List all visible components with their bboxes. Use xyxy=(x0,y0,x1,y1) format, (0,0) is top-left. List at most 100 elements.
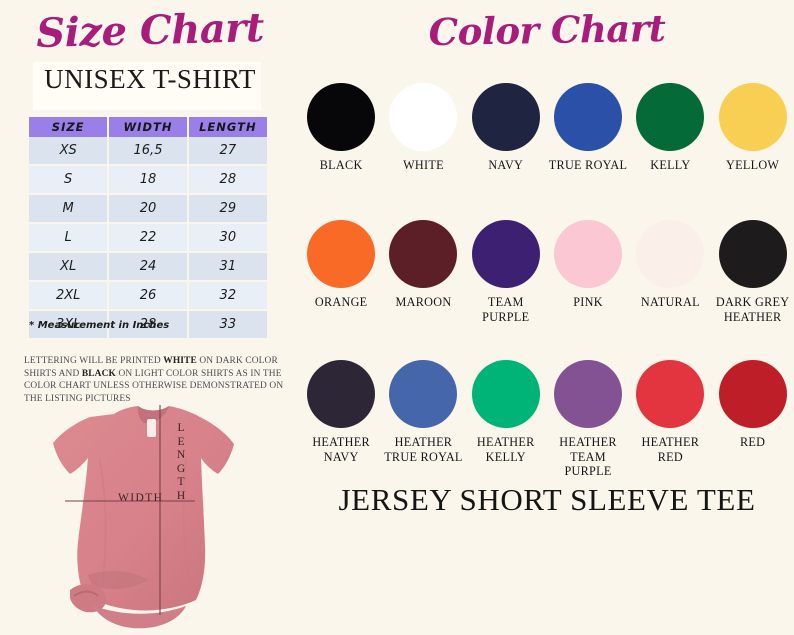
color-swatch-row-3: HEATHER NAVY HEATHER TRUE ROYAL HEATHER … xyxy=(300,360,794,479)
cell-length: 30 xyxy=(187,223,267,253)
cell-width: 22 xyxy=(108,223,189,253)
width-measure-label: WIDTH xyxy=(118,492,164,504)
swatch-label: MAROON xyxy=(395,295,452,309)
swatch-dot xyxy=(554,83,623,151)
swatch-dot xyxy=(636,83,705,151)
table-header-row: SIZE WIDTH LENGTH xyxy=(29,117,267,137)
column-header-length: LENGTH xyxy=(187,117,267,137)
swatch-label: NATURAL xyxy=(640,295,700,309)
cell-length: 31 xyxy=(187,252,267,282)
cell-size: XL xyxy=(29,252,110,282)
color-swatch-team-purple[interactable]: TEAM PURPLE xyxy=(465,220,547,324)
color-swatch-heather-true-royal[interactable]: HEATHER TRUE ROYAL xyxy=(382,360,464,479)
cell-size: 2XL xyxy=(29,281,110,311)
cell-length: 33 xyxy=(187,310,267,340)
swatch-label: TEAM PURPLE xyxy=(482,295,530,324)
swatch-dot xyxy=(636,360,705,428)
table-row: 3XL 28 33 xyxy=(29,310,267,340)
cell-length: 29 xyxy=(187,194,267,224)
cell-length: 27 xyxy=(187,137,267,166)
swatch-dot xyxy=(389,360,458,428)
cell-width: 20 xyxy=(108,194,189,224)
swatch-label: NAVY xyxy=(488,158,524,172)
cell-size: M xyxy=(29,194,110,224)
disclaimer-part-3: ON LIGHT COLOR SHIRTS AS IN THE COLOR CH… xyxy=(24,368,284,404)
swatch-label: HEATHER TEAM PURPLE xyxy=(559,435,617,478)
color-swatch-kelly[interactable]: KELLY xyxy=(629,83,711,173)
disclaimer-part-2: ON DARK COLOR SHIRTS AND xyxy=(24,356,278,379)
cell-length: 28 xyxy=(187,165,267,195)
size-chart-heading: Size Chart xyxy=(35,4,265,57)
swatch-label: PINK xyxy=(573,295,603,309)
color-swatch-pink[interactable]: PINK xyxy=(547,220,629,324)
color-swatch-white[interactable]: WHITE xyxy=(382,83,464,173)
cell-width: 18 xyxy=(108,165,189,195)
swatch-label: YELLOW xyxy=(726,158,780,172)
table-row: XS 16,5 27 xyxy=(29,137,267,166)
swatch-label: KELLY xyxy=(650,158,691,172)
color-swatch-yellow[interactable]: YELLOW xyxy=(711,83,793,173)
cell-size: XS xyxy=(29,137,110,166)
cell-width: 24 xyxy=(108,252,189,282)
color-swatch-maroon[interactable]: MAROON xyxy=(382,220,464,324)
color-swatch-orange[interactable]: ORANGE xyxy=(300,220,382,324)
swatch-dot xyxy=(471,83,540,151)
color-chart-heading: Color Chart xyxy=(428,5,666,55)
table-row: S 18 28 xyxy=(29,165,267,195)
disclaimer-part-1: LETTERING WILL BE PRINTED xyxy=(24,356,164,366)
swatch-label: TRUE ROYAL xyxy=(548,158,628,172)
color-swatch-black[interactable]: BLACK xyxy=(300,83,382,173)
color-swatch-heather-navy[interactable]: HEATHER NAVY xyxy=(300,360,382,479)
color-swatch-dark-grey-heather[interactable]: DARK GREY HEATHER xyxy=(711,220,793,324)
disclaimer-bold-white: WHITE xyxy=(163,356,197,366)
unisex-tshirt-subheading: UNISEX T-SHIRT xyxy=(44,64,256,94)
color-swatch-row-2: ORANGE MAROON TEAM PURPLE PINK NATURAL D… xyxy=(300,220,794,324)
cell-size: S xyxy=(29,165,110,195)
table-row: M 20 29 xyxy=(29,194,267,224)
color-swatch-true-royal[interactable]: TRUE ROYAL xyxy=(547,83,629,173)
swatch-label: ORANGE xyxy=(314,295,368,309)
swatch-dot xyxy=(307,220,376,288)
table-row: 2XL 26 32 xyxy=(29,281,267,311)
swatch-label: HEATHER KELLY xyxy=(476,435,535,464)
disclaimer-bold-black: BLACK xyxy=(81,368,116,379)
swatch-dot xyxy=(471,220,540,288)
color-swatch-red[interactable]: RED xyxy=(711,360,793,479)
color-swatch-row-1: BLACK WHITE NAVY TRUE ROYAL KELLY YELLOW xyxy=(300,83,794,173)
cell-size: L xyxy=(29,223,110,253)
unisex-title-panel xyxy=(33,62,261,110)
swatch-dot xyxy=(636,220,705,288)
swatch-label: DARK GREY HEATHER xyxy=(715,295,790,324)
column-header-width: WIDTH xyxy=(108,117,189,137)
color-swatch-heather-team-purple[interactable]: HEATHER TEAM PURPLE xyxy=(547,360,629,479)
color-swatch-heather-red[interactable]: HEATHER RED xyxy=(629,360,711,479)
swatch-dot xyxy=(307,360,376,428)
measurement-footnote: * Measurement in Inches xyxy=(29,320,170,331)
swatch-label: HEATHER NAVY xyxy=(312,435,370,464)
printing-disclaimer: LETTERING WILL BE PRINTED WHITE ON DARK … xyxy=(24,355,286,405)
color-chart-section: Color Chart BLACK WHITE NAVY TRUE ROYAL … xyxy=(300,0,794,635)
jersey-short-sleeve-tee-footer: JERSEY SHORT SLEEVE TEE xyxy=(338,482,756,517)
size-table: SIZE WIDTH LENGTH XS 16,5 27 S 18 28 M xyxy=(29,117,267,340)
swatch-dot xyxy=(718,83,787,151)
column-header-size: SIZE xyxy=(29,117,110,137)
cell-width: 28 xyxy=(108,310,189,340)
swatch-dot xyxy=(389,220,458,288)
swatch-label: BLACK xyxy=(319,158,363,172)
swatch-dot xyxy=(554,220,623,288)
color-swatch-heather-kelly[interactable]: HEATHER KELLY xyxy=(465,360,547,479)
swatch-dot xyxy=(554,360,623,428)
table-row: XL 24 31 xyxy=(29,252,267,282)
cell-size: 3XL xyxy=(29,310,110,340)
swatch-label: HEATHER RED xyxy=(641,435,700,464)
cell-length: 32 xyxy=(187,281,267,311)
color-swatch-navy[interactable]: NAVY xyxy=(465,83,547,173)
swatch-label: HEATHER TRUE ROYAL xyxy=(384,435,463,464)
color-swatch-natural[interactable]: NATURAL xyxy=(629,220,711,324)
size-table-container: SIZE WIDTH LENGTH XS 16,5 27 S 18 28 M xyxy=(29,117,267,340)
swatch-dot xyxy=(307,83,376,151)
swatch-label: RED xyxy=(739,435,766,449)
swatch-dot xyxy=(389,83,458,151)
